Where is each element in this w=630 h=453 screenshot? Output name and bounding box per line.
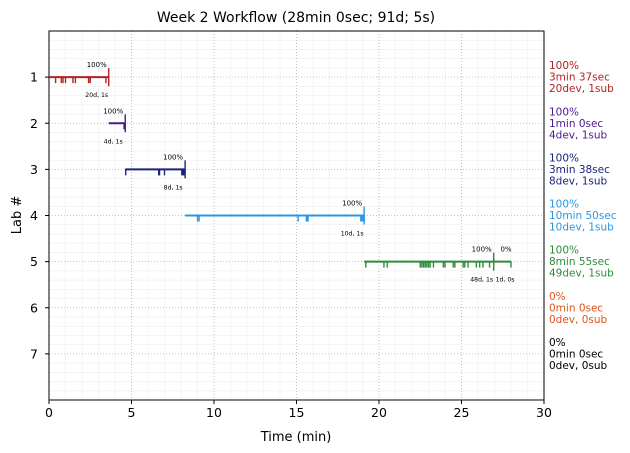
x-tick-label: 30: [536, 405, 552, 420]
summary-time: 8min 55sec: [549, 256, 610, 268]
y-tick-label: 2: [30, 116, 38, 131]
y-axis-label: Lab #: [10, 196, 25, 235]
lab-3-series: 100% 8d, 1s: [125, 153, 186, 191]
summary-percent: 100%: [549, 199, 579, 211]
y-tick-label: 5: [30, 254, 38, 269]
summary-time: 3min 37sec: [549, 72, 610, 84]
x-tick-label: 10: [206, 405, 222, 420]
lab-4-series: 100% 10d, 1s: [185, 200, 365, 238]
completion-label: 100%: [342, 200, 362, 208]
y-tick-label: 1: [30, 70, 38, 85]
x-axis-label: Time (min): [260, 430, 332, 445]
summary-percent: 100%: [549, 60, 579, 72]
x-tick-label: 20: [371, 405, 387, 420]
summary-counts: 20dev, 1sub: [549, 83, 614, 95]
summary-percent: 0%: [549, 337, 566, 349]
lab-2-series: 100% 4d, 1s: [103, 107, 126, 145]
x-tick-label: 0: [45, 405, 53, 420]
x-tick-label: 5: [128, 405, 136, 420]
count-label: 48d, 1s: [470, 277, 493, 284]
summary-percent: 0%: [549, 291, 566, 303]
x-tick-label: 15: [289, 405, 305, 420]
summary-percent: 100%: [549, 106, 579, 118]
x-tick-label: 25: [454, 405, 470, 420]
lab-1-series: 100% 20d, 1s: [49, 61, 110, 99]
y-tick-label: 3: [30, 162, 38, 177]
completion-label: 100%: [103, 107, 123, 115]
summary-time: 0min 0sec: [549, 348, 603, 360]
completion-label: 100%: [472, 246, 492, 254]
lab-series: 100% 20d, 1s 100% 4d, 1s 100% 8d, 1s 100% 10d, …: [49, 61, 514, 284]
summary-counts: 8dev, 1sub: [549, 175, 608, 187]
summary-counts: 0dev, 0sub: [549, 360, 608, 372]
y-tick-label: 6: [30, 300, 38, 315]
completion-label: 100%: [87, 61, 107, 69]
summary-percent: 100%: [549, 245, 579, 257]
count-label: 8d, 1s: [164, 184, 183, 191]
lab-5-series: 100% 48d, 1s 0% 1d, 0s: [364, 246, 514, 284]
count-label: 1d, 0s: [496, 277, 515, 284]
summary-time: 0min 0sec: [549, 302, 603, 314]
summary-counts: 49dev, 1sub: [549, 268, 614, 280]
y-tick-label: 4: [30, 208, 38, 223]
summary-counts: 4dev, 1sub: [549, 129, 608, 141]
axis-ticks: 0 5 10 15 20 25 30 1 2 3 4 5 6 7: [30, 70, 552, 420]
count-label: 20d, 1s: [85, 92, 108, 99]
completion-label: 0%: [500, 246, 511, 254]
summary-time: 10min 50sec: [549, 210, 617, 222]
summary-percent: 100%: [549, 152, 579, 164]
summary-time: 1min 0sec: [549, 118, 603, 130]
count-label: 10d, 1s: [341, 231, 364, 238]
count-label: 4d, 1s: [104, 138, 123, 145]
y-tick-label: 7: [30, 346, 38, 361]
chart-title: Week 2 Workflow (28min 0sec; 91d; 5s): [157, 10, 435, 26]
summary-time: 3min 38sec: [549, 164, 610, 176]
completion-label: 100%: [163, 153, 183, 161]
summary-counts: 10dev, 1sub: [549, 222, 614, 234]
summary-counts: 0dev, 0sub: [549, 314, 608, 326]
